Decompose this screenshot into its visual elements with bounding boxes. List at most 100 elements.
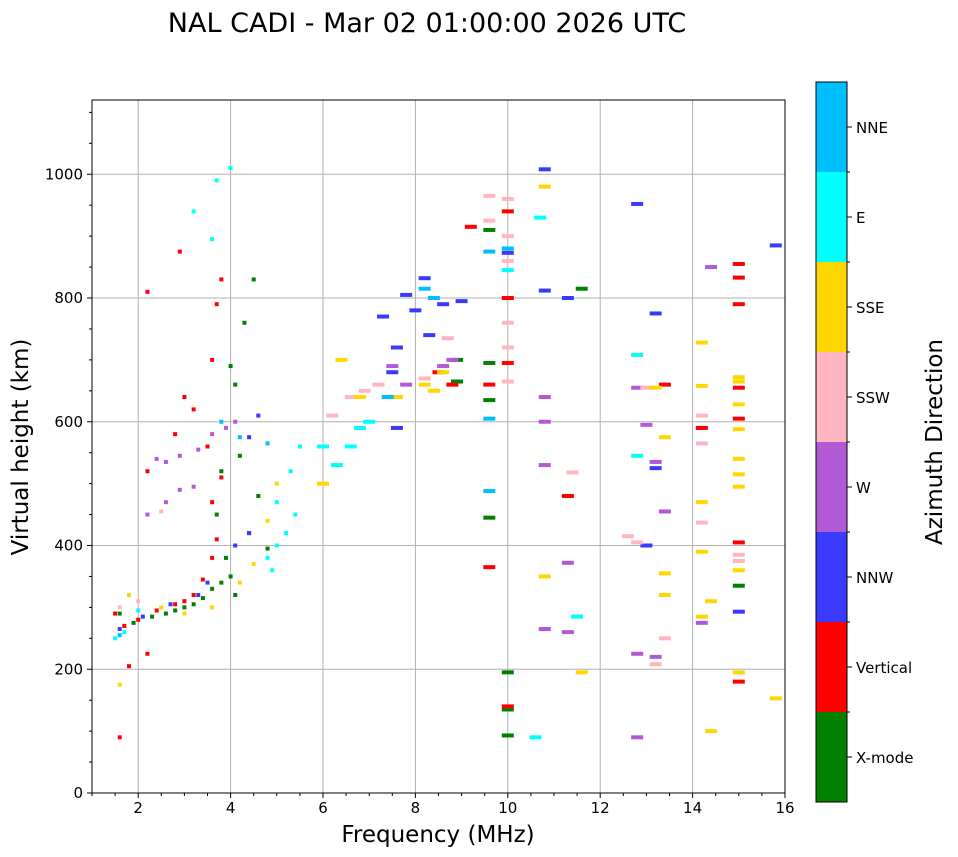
y-tick-label: 600 xyxy=(54,413,83,431)
data-point-nnw xyxy=(377,314,390,319)
data-point-nnw xyxy=(247,435,252,440)
data-point-vertical xyxy=(145,651,150,656)
data-point-x-mode xyxy=(575,286,588,291)
data-point-x-mode xyxy=(483,360,496,365)
data-point-vertical xyxy=(483,565,496,570)
data-point-ssw xyxy=(732,552,745,557)
data-point-w xyxy=(538,395,551,399)
data-point-ssw xyxy=(695,413,708,418)
y-tick-label: 0 xyxy=(73,784,83,802)
data-point-nnw xyxy=(561,296,574,300)
data-point-sse xyxy=(732,484,745,489)
data-point-ssw xyxy=(117,605,122,610)
data-point-x-mode xyxy=(182,605,187,610)
data-point-sse xyxy=(159,605,164,610)
data-point-nnw xyxy=(400,292,413,297)
data-point-vertical xyxy=(173,602,178,607)
data-point-e xyxy=(631,352,644,357)
data-point-nnw xyxy=(538,167,551,172)
colorbar-segment xyxy=(816,172,847,262)
data-point-x-mode xyxy=(191,602,196,607)
data-point-sse xyxy=(695,340,708,345)
data-point-w xyxy=(400,382,413,387)
data-point-w xyxy=(631,651,644,656)
x-tick-label: 6 xyxy=(318,799,328,817)
data-point-e xyxy=(288,469,293,474)
data-point-nne xyxy=(418,286,431,291)
plot-area: 2 4 6 8 10 12 14 16 0 200 400 600 800 1000 xyxy=(45,99,795,817)
data-point-sse xyxy=(695,549,708,554)
data-point-vertical xyxy=(732,416,745,421)
data-point-sse xyxy=(437,370,450,375)
colorbar-tick-label: NNE xyxy=(856,119,888,137)
grid-lines xyxy=(92,100,785,793)
colorbar-label: Azimuth Direction xyxy=(922,339,948,545)
data-point-sse xyxy=(538,184,551,189)
colorbar-tick-label: X-mode xyxy=(856,749,913,767)
data-point-w xyxy=(177,487,182,492)
data-point-sse xyxy=(732,670,745,675)
data-point-ssw xyxy=(501,197,514,201)
data-point-vertical xyxy=(113,611,118,616)
data-point-x-mode xyxy=(210,586,215,591)
data-point-x-mode xyxy=(200,596,205,601)
colorbar-tick-label: Vertical xyxy=(856,659,912,677)
data-point-sse xyxy=(658,435,671,440)
colorbar-tick-label: SSW xyxy=(856,389,890,407)
data-point-nne xyxy=(427,296,440,300)
data-point-nnw xyxy=(168,602,173,607)
data-point-sse xyxy=(658,571,671,576)
data-point-w xyxy=(145,512,150,517)
data-point-sse xyxy=(335,357,348,362)
data-point-sse xyxy=(210,605,215,610)
data-point-nnw xyxy=(140,614,145,619)
data-point-vertical xyxy=(219,277,224,282)
data-point-vertical xyxy=(182,395,187,399)
data-point-w xyxy=(649,459,662,464)
data-point-x-mode xyxy=(219,580,224,585)
data-point-x-mode xyxy=(223,555,228,560)
data-point-w xyxy=(649,654,662,659)
data-point-nne xyxy=(219,419,224,424)
data-point-sse xyxy=(274,481,279,486)
data-point-nne xyxy=(237,435,242,440)
data-point-sse xyxy=(732,472,745,477)
data-point-e xyxy=(214,178,219,183)
colorbar-frame xyxy=(815,81,848,803)
data-point-w xyxy=(631,385,644,390)
data-point-ssw xyxy=(621,534,634,539)
data-point-sse xyxy=(732,456,745,461)
data-point-ssw xyxy=(441,336,454,341)
data-point-nnw xyxy=(732,609,745,614)
data-point-nnw xyxy=(769,243,782,248)
x-tick-label: 14 xyxy=(683,799,702,817)
data-point-vertical xyxy=(483,382,496,387)
data-point-x-mode xyxy=(501,707,514,712)
data-point-e xyxy=(228,166,233,171)
data-point-x-mode xyxy=(256,494,261,498)
data-point-sse xyxy=(732,568,745,573)
data-point-e xyxy=(136,608,141,613)
data-point-nnw xyxy=(501,250,514,255)
data-point-ssw xyxy=(418,376,431,381)
colorbar-segment xyxy=(816,532,847,622)
data-point-vertical xyxy=(219,475,224,480)
data-point-vertical xyxy=(561,494,574,498)
data-point-sse xyxy=(695,500,708,505)
data-point-vertical xyxy=(732,540,745,545)
data-point-ssw xyxy=(483,218,496,223)
colorbar-tick-label: W xyxy=(856,479,871,497)
data-point-w xyxy=(163,459,168,464)
data-point-x-mode xyxy=(150,614,155,619)
data-point-x-mode xyxy=(251,277,256,282)
data-point-sse xyxy=(117,682,122,687)
data-point-sse xyxy=(695,614,708,619)
data-point-sse xyxy=(317,481,329,486)
data-point-x-mode xyxy=(450,379,463,384)
colorbar-segment xyxy=(816,622,847,712)
colorbar-tick-label: NNW xyxy=(856,569,893,587)
data-point-nnw xyxy=(390,425,403,430)
data-point-nnw xyxy=(649,311,662,316)
data-point-vertical xyxy=(182,599,187,604)
data-point-w xyxy=(631,735,644,740)
